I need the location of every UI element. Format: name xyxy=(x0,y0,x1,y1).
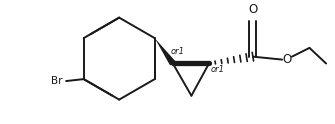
Text: Br: Br xyxy=(51,76,62,86)
Text: or1: or1 xyxy=(211,65,225,74)
Text: O: O xyxy=(282,53,292,66)
Polygon shape xyxy=(155,38,176,65)
Text: or1: or1 xyxy=(171,47,185,56)
Text: O: O xyxy=(248,3,258,16)
